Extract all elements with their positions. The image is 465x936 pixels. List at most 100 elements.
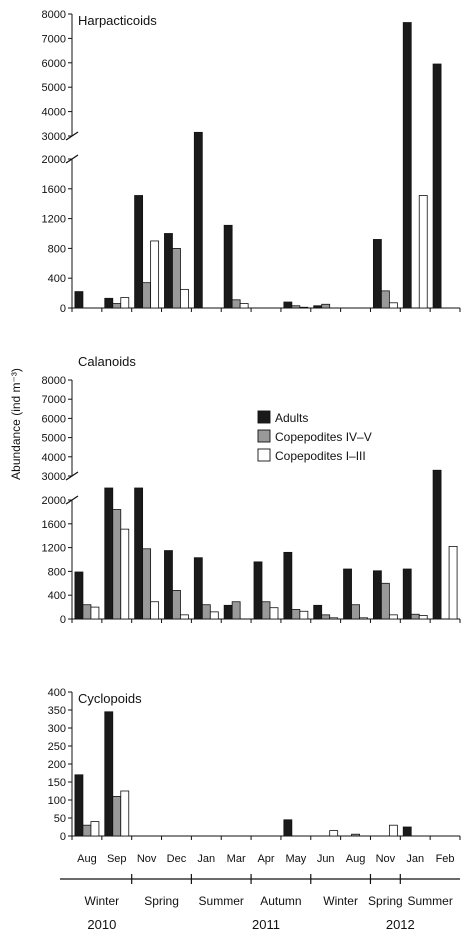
x-tick-label: Jan: [406, 853, 424, 865]
x-tick-label: May: [285, 853, 306, 865]
x-tick-label: Jan: [197, 853, 215, 865]
bar-adults-sep: [104, 487, 114, 620]
bar-copepodites-i-iii-nov: [388, 302, 398, 309]
y-tick-label: 1200: [42, 543, 66, 555]
y-tick-label: 0: [60, 831, 66, 843]
panel-title: Calanoids: [78, 354, 136, 369]
bar-adults-apr: [253, 561, 263, 620]
bar-copepodites-i-iii-aug: [359, 617, 368, 620]
bar-copepodites-i-iii-may: [299, 306, 309, 309]
bar-copepodites-iv-v-apr: [261, 601, 271, 620]
bar-copepodites-iv-v-mar: [231, 601, 241, 620]
bar-copepodites-i-iii-nov: [150, 240, 160, 309]
x-tick-label: Nov: [137, 853, 157, 865]
x-tick-label: Feb: [436, 853, 455, 865]
bar-adults-mar: [223, 224, 233, 309]
y-tick-label: 2000: [42, 495, 66, 507]
bar-adults-aug: [74, 774, 84, 837]
bar-adults-may: [283, 551, 293, 620]
bar-copepodites-iv-v-nov: [380, 290, 390, 309]
bar-copepodites-iv-v-aug: [351, 833, 360, 837]
bar-copepodites-i-iii-nov: [388, 824, 398, 837]
y-tick-label: 1600: [42, 519, 66, 531]
bar-copepodites-i-iii-jan: [418, 195, 428, 309]
bar-copepodites-i-iii-jun: [329, 617, 339, 620]
legend-label: Adults: [275, 411, 308, 425]
bar-copepodites-iv-v-nov: [142, 282, 152, 309]
bar-adults-mar: [223, 604, 233, 620]
bar-adults-sep: [104, 711, 114, 837]
x-tick-label: Aug: [77, 853, 97, 865]
bar-copepodites-iv-v-nov: [142, 548, 152, 620]
panel-title: Cyclopoids: [78, 691, 142, 706]
bar-copepodites-iv-v-may: [291, 305, 301, 309]
y-tick-label: 4000: [42, 452, 66, 464]
y-tick-label: 1600: [42, 184, 66, 196]
bar-adults-dec: [164, 550, 173, 620]
bar-adults-jan: [193, 557, 203, 620]
bar-copepodites-i-iii-dec: [180, 614, 189, 620]
x-tick-label: Jun: [317, 853, 335, 865]
bar-copepodites-i-iii-feb: [448, 546, 458, 620]
bar-copepodites-iv-v-aug: [82, 604, 92, 620]
season-label: Spring: [368, 894, 403, 908]
season-label: Winter: [323, 894, 358, 908]
y-tick-label: 5000: [42, 82, 66, 94]
bar-copepodites-iv-v-jan: [410, 613, 420, 620]
y-tick-label: 800: [48, 243, 66, 255]
y-tick-label: 4000: [42, 107, 66, 119]
bar-copepodites-i-iii-nov: [388, 614, 398, 620]
bar-copepodites-iv-v-jun: [321, 614, 331, 620]
y-tick-label: 50: [54, 813, 66, 825]
y-tick-label: 1200: [42, 214, 66, 226]
y-tick-label: 0: [60, 303, 66, 315]
bar-adults-dec: [164, 233, 173, 309]
x-tick-label: Mar: [227, 853, 246, 865]
bar-copepodites-i-iii-sep: [120, 528, 130, 620]
season-label: Autumn: [260, 894, 301, 908]
bar-adults-sep: [104, 297, 114, 309]
y-axis-label: Abundance (ind m⁻³): [9, 368, 23, 480]
y-tick-label: 2000: [42, 154, 66, 166]
y-tick-label: 0: [60, 614, 66, 626]
bar-copepodites-iv-v-dec: [172, 247, 181, 309]
x-tick-label: Dec: [167, 853, 187, 865]
bar-copepodites-iv-v-sep: [112, 796, 122, 837]
y-tick-label: 350: [48, 705, 66, 717]
season-label: Summer: [199, 894, 244, 908]
bar-adults-jan: [402, 826, 412, 837]
season-label: Summer: [407, 894, 452, 908]
bar-copepodites-iv-v-sep: [112, 509, 122, 620]
y-tick-label: 5000: [42, 433, 66, 445]
x-tick-label: Aug: [346, 853, 366, 865]
bar-copepodites-i-iii-mar: [239, 303, 249, 309]
bar-copepodites-iv-v-nov: [380, 582, 390, 620]
bar-copepodites-i-iii-nov: [150, 601, 160, 620]
bar-copepodites-i-iii-sep: [120, 297, 130, 309]
y-tick-label: 200: [48, 759, 66, 771]
season-label: Spring: [144, 894, 179, 908]
bar-copepodites-iv-v-jun: [321, 303, 331, 309]
y-tick-label: 250: [48, 741, 66, 753]
y-tick-label: 400: [48, 273, 66, 285]
bar-adults-feb: [432, 469, 442, 620]
bar-adults-jan: [402, 568, 412, 620]
x-tick-label: Nov: [376, 853, 396, 865]
bar-adults-jun: [313, 604, 323, 620]
bar-copepodites-iv-v-may: [291, 609, 301, 620]
bar-adults-aug: [343, 568, 352, 620]
bar-copepodites-i-iii-aug: [90, 606, 100, 620]
year-label: 2010: [87, 917, 116, 932]
bar-copepodites-iv-v-dec: [172, 590, 181, 620]
bar-adults-jan: [402, 22, 412, 309]
bar-adults-may: [283, 819, 293, 837]
year-label: 2012: [386, 917, 415, 932]
bar-adults-nov: [134, 195, 144, 309]
legend-label: Copepodites I–III: [275, 449, 366, 463]
bar-adults-nov: [372, 570, 382, 620]
bar-adults-may: [283, 301, 293, 309]
bar-copepodites-i-iii-aug: [90, 821, 100, 837]
bar-adults-jun: [313, 305, 323, 309]
bar-copepodites-i-iii-apr: [269, 607, 279, 620]
